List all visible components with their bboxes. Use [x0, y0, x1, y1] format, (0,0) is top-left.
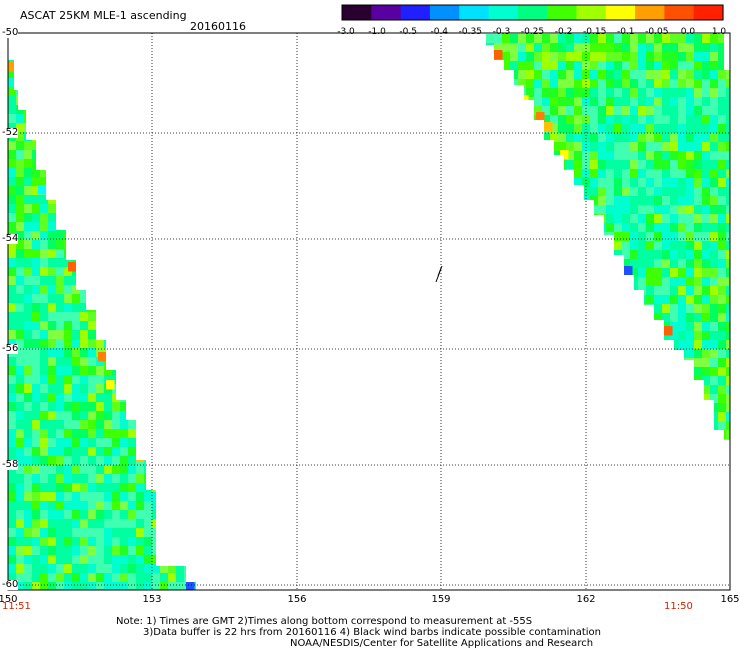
- colorbar-segment: [664, 5, 695, 20]
- y-tick-label: -56: [2, 343, 19, 354]
- note-line-3: NOAA/NESDIS/Center for Satellite Applica…: [290, 638, 594, 649]
- colorbar-segment: [459, 5, 490, 20]
- right-swath: [486, 34, 730, 440]
- colorbar-label: -0.05: [645, 27, 669, 37]
- colorbar-segment: [342, 5, 372, 20]
- colorbar-label: -0.4: [430, 27, 449, 37]
- note-line-1: Note: 1) Times are GMT 2)Times along bot…: [116, 616, 533, 627]
- time-label-left: 11:51: [2, 601, 31, 612]
- colorbar-label: -3.0: [337, 27, 355, 37]
- wind-barb-icon: [435, 265, 443, 283]
- colorbar-label: -0.3: [492, 27, 511, 37]
- colorbar-label: -0.1: [616, 27, 635, 37]
- x-tick-label: 153: [142, 594, 162, 605]
- plot-frame: [7, 32, 731, 591]
- y-tick-label: -54: [2, 233, 19, 244]
- x-tick-label: 159: [431, 594, 451, 605]
- colorbar-segment: [429, 5, 460, 20]
- left-swath: [8, 60, 196, 590]
- y-tick-label: -60: [2, 579, 19, 590]
- colorbar-label: -0.25: [520, 27, 545, 37]
- colorbar-label: -1.0: [368, 27, 386, 37]
- colorbar-segment: [547, 5, 578, 20]
- colorbar-label: 0.0: [680, 27, 696, 37]
- chart-date: 20160116: [190, 20, 246, 33]
- y-tick-label: -50: [2, 27, 19, 38]
- colorbar-segment: [371, 5, 402, 20]
- y-tick-label: -58: [2, 459, 19, 470]
- colorbar-label: -0.5: [399, 27, 417, 37]
- y-tick-label: -52: [2, 127, 19, 138]
- colorbar-segment: [605, 5, 636, 20]
- colorbar-label: -0.35: [458, 27, 482, 37]
- colorbar-segment: [488, 5, 519, 20]
- x-tick-label: 165: [720, 594, 740, 605]
- colorbar-segment: [693, 5, 724, 20]
- colorbar-label: -0.2: [554, 27, 573, 37]
- x-tick-label: 156: [287, 594, 307, 605]
- colorbar: [341, 4, 724, 21]
- time-label-right: 11:50: [664, 601, 693, 612]
- colorbar-segment: [400, 5, 431, 20]
- colorbar-label: 1.0: [711, 27, 727, 37]
- colorbar-segment: [517, 5, 548, 20]
- colorbar-label: -0.15: [583, 27, 607, 37]
- x-tick-label: 162: [576, 594, 596, 605]
- colorbar-segment: [576, 5, 607, 20]
- colorbar-segment: [635, 5, 665, 20]
- note-line-2: 3)Data buffer is 22 hrs from 20160116 4)…: [143, 627, 601, 638]
- chart-title: ASCAT 25KM MLE-1 ascending: [20, 9, 187, 22]
- x-tick-label: 150: [0, 594, 18, 605]
